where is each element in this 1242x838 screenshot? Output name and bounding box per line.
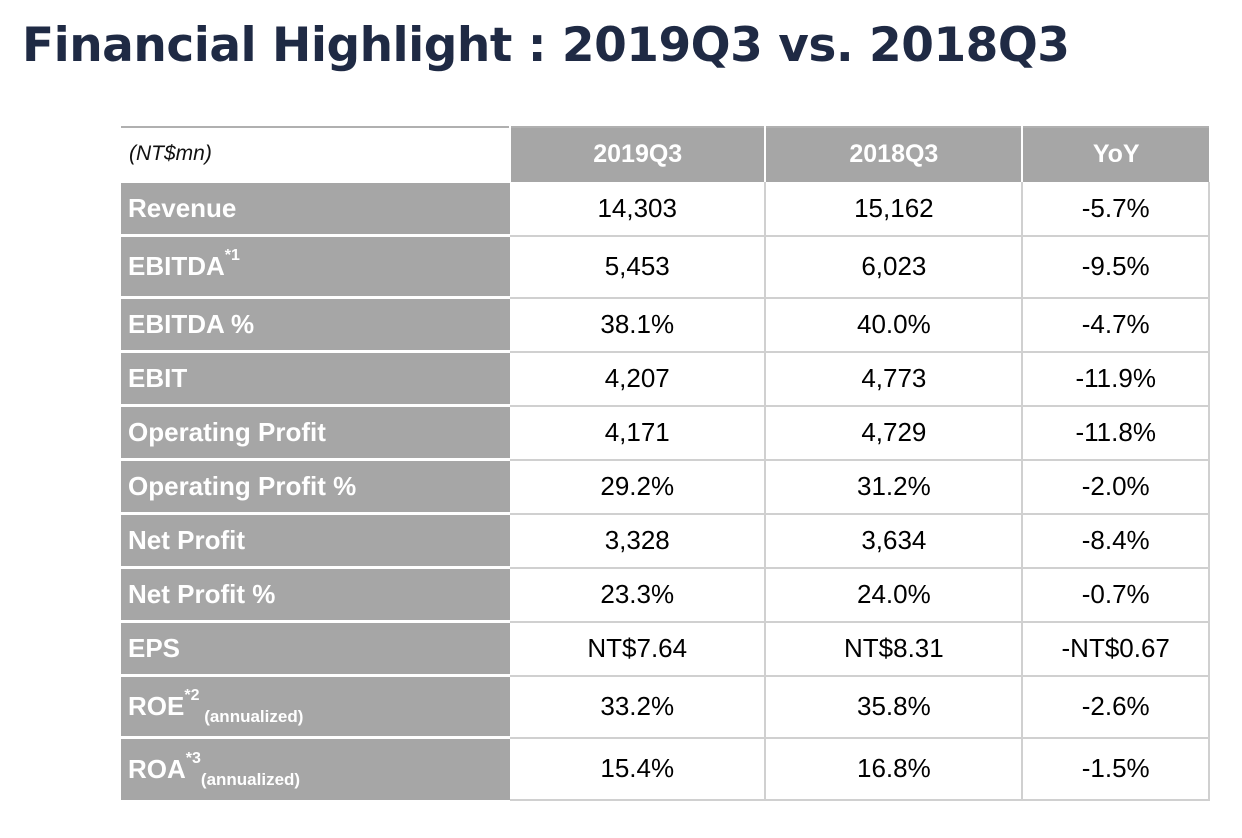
row-label: EPS xyxy=(121,620,511,676)
value-2019q3: 23.3% xyxy=(510,567,767,623)
table-row: EBIT 4,207 4,773 -11.9% xyxy=(121,350,1210,407)
value-2018q3: 15,162 xyxy=(765,181,1024,237)
annualized-note: (annualized) xyxy=(199,707,304,726)
value-yoy: -9.5% xyxy=(1022,235,1210,299)
value-2018q3: 35.8% xyxy=(765,675,1024,739)
value-2019q3: 29.2% xyxy=(510,459,767,515)
value-2019q3: NT$7.64 xyxy=(510,621,767,677)
value-yoy: -1.5% xyxy=(1022,737,1210,801)
value-2018q3: 3,634 xyxy=(765,513,1024,569)
table-row: Net Profit 3,328 3,634 -8.4% xyxy=(121,512,1210,569)
row-label: Net Profit % xyxy=(121,566,511,622)
value-2018q3: 16.8% xyxy=(765,737,1024,801)
value-2018q3: 31.2% xyxy=(765,459,1024,515)
table-header-row: (NT$mn) 2019Q3 2018Q3 YoY xyxy=(121,127,1209,182)
row-label-text: Operating Profit xyxy=(128,417,326,447)
value-2018q3: 6,023 xyxy=(765,235,1024,299)
table-row: Operating Profit % 29.2% 31.2% -2.0% xyxy=(121,458,1210,515)
row-label: EBITDA % xyxy=(121,296,511,352)
value-2019q3: 38.1% xyxy=(510,297,767,353)
row-label: Revenue xyxy=(121,180,511,236)
column-header-2018q3: 2018Q3 xyxy=(764,127,1023,182)
value-2019q3: 3,328 xyxy=(510,513,767,569)
row-label: ROA*3 (annualized) xyxy=(121,736,511,800)
table-row: EPS NT$7.64 NT$8.31 -NT$0.67 xyxy=(121,620,1210,677)
value-2019q3: 14,303 xyxy=(510,181,767,237)
row-label: EBITDA*1 xyxy=(121,234,511,298)
row-label: Operating Profit % xyxy=(121,458,511,514)
value-yoy: -5.7% xyxy=(1022,181,1210,237)
row-label-text: EPS xyxy=(128,633,181,663)
row-label-text: EBITDA xyxy=(128,251,225,281)
row-label: EBIT xyxy=(121,350,511,406)
value-yoy: -11.9% xyxy=(1022,351,1210,407)
value-2018q3: 40.0% xyxy=(765,297,1024,353)
table-row: EBITDA % 38.1% 40.0% -4.7% xyxy=(121,296,1210,353)
value-2019q3: 4,171 xyxy=(510,405,767,461)
table-row: EBITDA*1 5,453 6,023 -9.5% xyxy=(121,234,1210,299)
table-row: ROA*3 (annualized) 15.4% 16.8% -1.5% xyxy=(121,736,1210,801)
table-row: Net Profit % 23.3% 24.0% -0.7% xyxy=(121,566,1210,623)
value-yoy: -11.8% xyxy=(1022,405,1210,461)
row-label: Net Profit xyxy=(121,512,511,568)
table-row: Operating Profit 4,171 4,729 -11.8% xyxy=(121,404,1210,461)
row-label-text: Operating Profit % xyxy=(128,471,357,501)
table-row: Revenue 14,303 15,162 -5.7% xyxy=(121,180,1210,237)
footnote-marker: *1 xyxy=(224,247,240,264)
value-2018q3: 4,729 xyxy=(765,405,1024,461)
value-2019q3: 15.4% xyxy=(510,737,767,801)
value-2019q3: 33.2% xyxy=(510,675,767,739)
value-yoy: -8.4% xyxy=(1022,513,1210,569)
value-yoy: -2.6% xyxy=(1022,675,1210,739)
annualized-note: (annualized) xyxy=(200,769,301,789)
row-label-text: Revenue xyxy=(128,193,237,223)
value-2019q3: 4,207 xyxy=(510,351,767,407)
value-yoy: -4.7% xyxy=(1022,297,1210,353)
value-2018q3: NT$8.31 xyxy=(765,621,1024,677)
value-yoy: -NT$0.67 xyxy=(1022,621,1210,677)
table-row: ROE*2 (annualized) 33.2% 35.8% -2.6% xyxy=(121,674,1210,739)
value-2018q3: 4,773 xyxy=(765,351,1024,407)
row-label-text: EBIT xyxy=(128,363,188,393)
row-label-text: Net Profit % xyxy=(128,579,276,609)
column-header-2019q3: 2019Q3 xyxy=(509,127,766,182)
row-label-text: EBITDA % xyxy=(128,309,255,339)
value-2019q3: 5,453 xyxy=(510,235,767,299)
value-yoy: -0.7% xyxy=(1022,567,1210,623)
row-label-text: Net Profit xyxy=(128,525,245,555)
unit-label: (NT$mn) xyxy=(121,127,511,182)
footnote-marker: *3 xyxy=(185,749,201,767)
column-header-yoy: YoY xyxy=(1021,127,1209,182)
row-label-text: ROA xyxy=(128,753,186,784)
page-title: Financial Highlight : 2019Q3 vs. 2018Q3 xyxy=(22,18,1070,73)
row-label: Operating Profit xyxy=(121,404,511,460)
footnote-marker: *2 xyxy=(184,687,200,704)
row-label: ROE*2 (annualized) xyxy=(121,674,511,738)
row-label-text: ROE xyxy=(128,691,185,721)
value-yoy: -2.0% xyxy=(1022,459,1210,515)
value-2018q3: 24.0% xyxy=(765,567,1024,623)
financial-table: (NT$mn) 2019Q3 2018Q3 YoY Revenue 14,303… xyxy=(121,126,1210,801)
